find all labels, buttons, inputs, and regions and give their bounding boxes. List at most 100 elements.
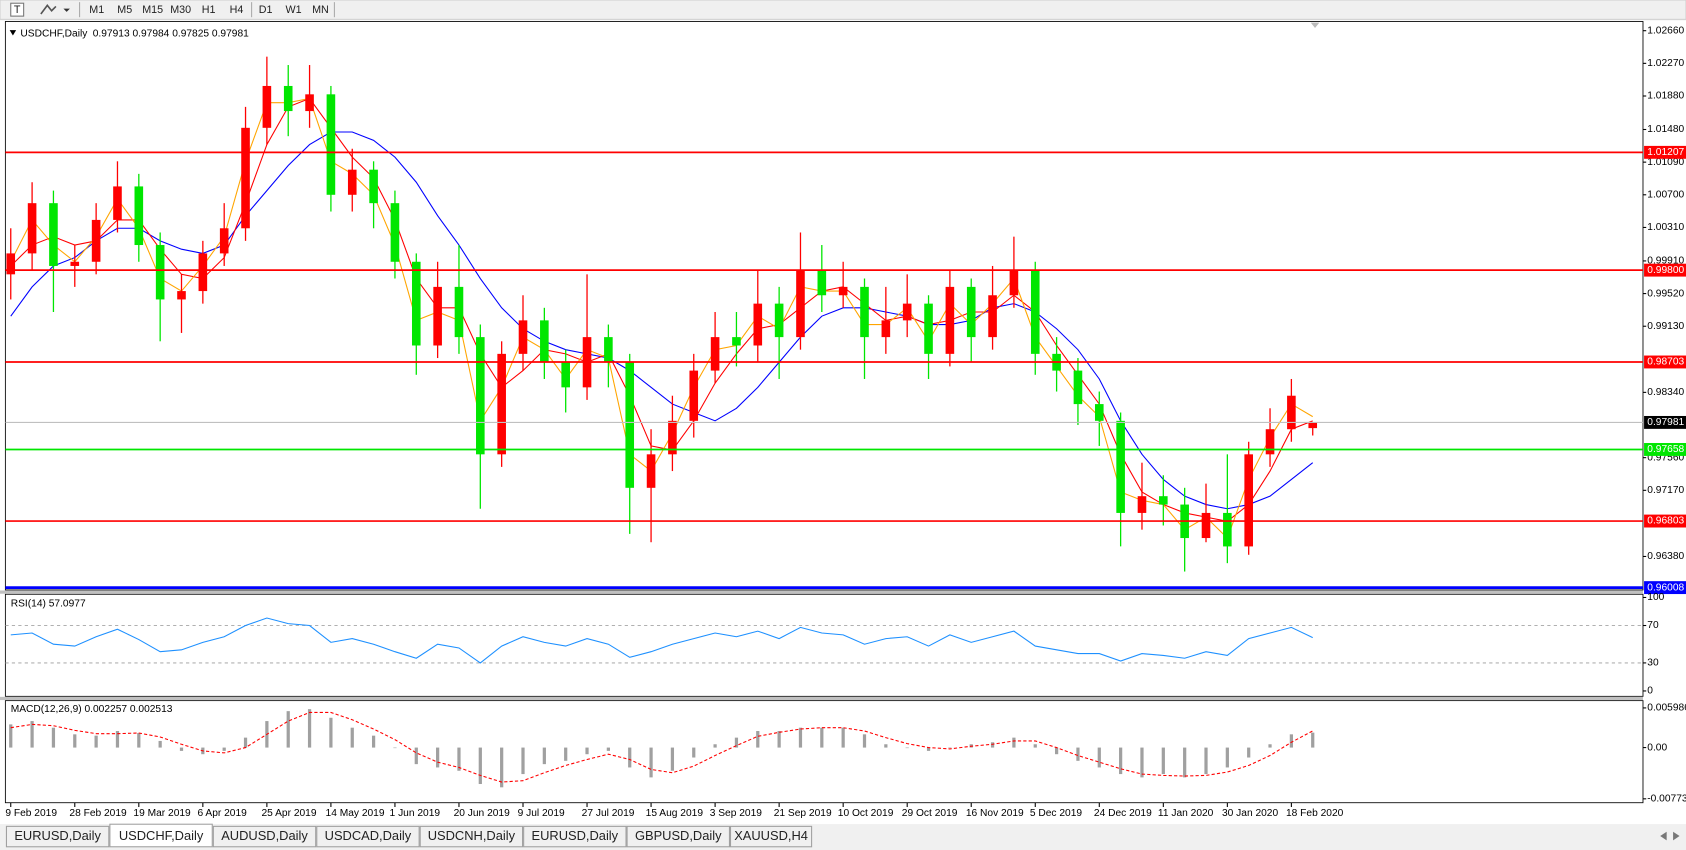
x-tick-label: 27 Jul 2019	[582, 808, 635, 819]
timeframe-button[interactable]: H4	[230, 4, 244, 16]
tab[interactable]	[729, 825, 813, 848]
candle-body	[668, 420, 677, 455]
candle-body	[454, 286, 464, 338]
tab-label[interactable]: USDCAD,Daily	[325, 828, 412, 843]
macd-bar	[628, 747, 632, 768]
y-tick-label: 30	[1647, 658, 1659, 669]
candle-body	[881, 320, 891, 338]
timeframe-button[interactable]: M30	[170, 4, 191, 16]
shift-marker	[1310, 22, 1320, 28]
candle-body	[1308, 422, 1318, 429]
candle-body	[1244, 454, 1253, 547]
tab-label[interactable]: EURUSD,Daily	[532, 828, 619, 843]
timeframe-button[interactable]: M15	[142, 4, 163, 16]
tab-label[interactable]: USDCNH,Daily	[428, 828, 516, 843]
dropdown-arrow[interactable]	[63, 8, 70, 12]
level-box	[1644, 145, 1686, 159]
candle-body	[796, 270, 805, 338]
candle-body	[732, 337, 741, 346]
tab[interactable]	[626, 825, 730, 848]
candle-body	[1116, 420, 1125, 513]
macd-bar	[243, 737, 248, 748]
timeframe-button[interactable]: W1	[285, 4, 301, 16]
tab-scroll-right[interactable]	[1673, 831, 1680, 841]
x-tick-label: 3 Sep 2019	[710, 808, 763, 819]
text-tool-icon[interactable]	[10, 2, 25, 17]
timeframe-button[interactable]: MN	[312, 4, 329, 16]
macd-bar	[350, 727, 354, 748]
macd-bar	[436, 747, 440, 768]
level-label: 1.01207	[1647, 147, 1684, 158]
macd-bar	[393, 747, 397, 749]
objects-icon[interactable]	[40, 4, 57, 15]
timeframe-button[interactable]: D1	[259, 4, 273, 16]
candle-body	[49, 203, 58, 266]
macd-bar	[1033, 744, 1037, 748]
macd-bar	[649, 747, 653, 778]
candle-body	[91, 219, 101, 262]
x-tick-label: 21 Sep 2019	[774, 808, 832, 819]
macd-bar	[115, 731, 120, 748]
tab-label[interactable]: AUDUSD,Daily	[221, 828, 308, 843]
candle-body	[70, 261, 80, 266]
timeframe-button[interactable]: H1	[202, 4, 216, 16]
candle-body	[241, 127, 250, 229]
x-tick-label: 18 Feb 2020	[1286, 808, 1344, 819]
x-tick-label: 5 Dec 2019	[1030, 808, 1083, 819]
tab-label[interactable]: USDCHF,Daily	[119, 828, 204, 843]
x-tick-label: 10 Oct 2019	[838, 808, 894, 819]
macd-bar	[713, 744, 717, 748]
candle-body	[817, 270, 827, 296]
candle-body	[198, 253, 208, 292]
candle-body	[134, 186, 144, 246]
x-tick-label: 30 Jan 2020	[1222, 808, 1279, 819]
y-tick-label: 1.02270	[1647, 58, 1684, 69]
collapse-arrow[interactable]	[9, 30, 17, 36]
y-tick-label: 1.02660	[1647, 25, 1684, 36]
candle-body	[476, 337, 485, 455]
macd-bar	[414, 747, 418, 765]
timeframe-button[interactable]: M5	[117, 4, 132, 16]
macd-bar	[1225, 747, 1229, 768]
tab[interactable]	[419, 825, 524, 848]
current-price-label: 0.97981	[1647, 417, 1684, 428]
candle-body	[497, 353, 506, 455]
tab[interactable]	[212, 825, 317, 848]
tab-label[interactable]: EURUSD,Daily	[14, 828, 101, 843]
tab[interactable]	[5, 825, 110, 848]
macd-bar	[457, 747, 461, 771]
y-tick-label: 0.96380	[1647, 551, 1684, 562]
macd-bar	[777, 731, 781, 748]
candle-body	[1094, 404, 1104, 421]
macd-bar	[51, 727, 56, 748]
candle-body	[689, 370, 699, 421]
tab-scroll-left[interactable]	[1660, 831, 1667, 841]
tab[interactable]	[523, 825, 627, 848]
candle-body	[540, 320, 549, 363]
x-tick-label: 9 Feb 2019	[5, 808, 57, 819]
symbol-title: USDCHF,Daily	[20, 28, 88, 39]
y-tick-label: 0.005986	[1647, 703, 1686, 714]
tab-label[interactable]: GBPUSD,Daily	[635, 828, 722, 843]
candle-body	[347, 169, 357, 195]
y-tick-label: 0.98340	[1647, 387, 1684, 398]
y-tick-label: 0.97560	[1647, 452, 1684, 463]
timeframe-button[interactable]: M1	[89, 4, 104, 16]
macd-bar	[884, 744, 888, 748]
y-tick-label: 0.99520	[1647, 288, 1684, 299]
rsi-line	[10, 617, 1313, 664]
candle-body	[625, 362, 635, 488]
tab[interactable]	[109, 823, 213, 848]
price-panel-frame	[4, 21, 1644, 591]
macd-bar	[286, 711, 290, 748]
tab-label[interactable]: XAUUSD,H4	[734, 828, 808, 843]
candle-body	[27, 203, 37, 254]
candle-body	[155, 245, 165, 300]
level-label: 0.99800	[1647, 265, 1684, 276]
macd-bar	[1268, 744, 1272, 748]
toolbar	[0, 0, 1686, 20]
tab[interactable]	[316, 825, 420, 848]
x-tick-label: 24 Dec 2019	[1094, 808, 1152, 819]
